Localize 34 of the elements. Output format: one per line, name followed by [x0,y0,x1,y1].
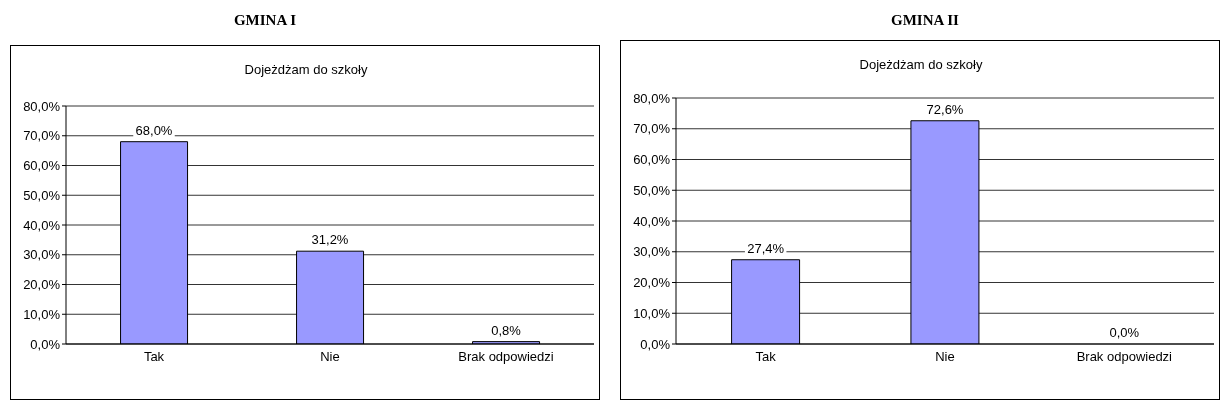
y-tick-label: 80,0% [633,90,671,106]
y-tick-label: 70,0% [633,121,671,137]
y-tick-label: 10,0% [23,306,61,322]
y-tick-label: 40,0% [633,213,671,229]
data-label: 0,0% [1109,325,1140,340]
data-label: 31,2% [311,232,349,248]
y-tick-label: 30,0% [23,247,61,263]
y-tick-label: 60,0% [23,158,61,174]
data-label: 27,4% [747,240,785,256]
data-label: 72,6% [926,101,964,117]
x-tick-label: Tak [143,349,165,365]
y-tick-label: 80,0% [23,98,61,114]
y-tick-label: 40,0% [23,217,61,233]
x-tick-label: Tak [755,349,777,365]
x-tick-label: Nie [320,349,340,365]
x-tick-label: Brak odpowiedzi [458,349,554,365]
chart-title: GMINA II [890,12,960,29]
y-tick-label: 70,0% [23,128,61,144]
y-tick-label: 30,0% [633,244,671,260]
y-tick-label: 20,0% [633,275,671,291]
chart-subtitle: Dojeżdżam do szkoły [858,57,984,72]
x-tick-label: Brak odpowiedzi [1076,349,1173,365]
y-tick-label: 0,0% [30,336,61,352]
data-label: 0,8% [491,322,522,338]
data-label: 68,0% [135,122,173,138]
y-tick-label: 10,0% [633,305,671,321]
y-tick-label: 20,0% [23,277,61,293]
y-tick-label: 50,0% [23,187,61,203]
x-tick-label: Nie [935,349,955,365]
y-tick-label: 0,0% [640,336,671,352]
chart-title: GMINA I [232,12,298,29]
y-tick-label: 60,0% [633,152,671,168]
chart-subtitle: Dojeżdżam do szkoły [243,62,369,77]
y-tick-label: 50,0% [633,182,671,198]
